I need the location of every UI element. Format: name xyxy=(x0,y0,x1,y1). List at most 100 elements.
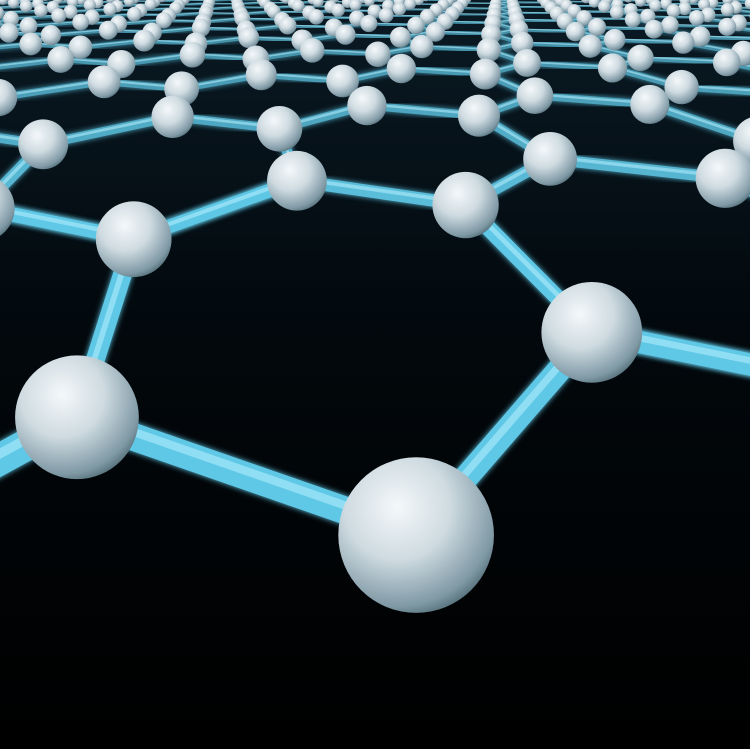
carbon-atom xyxy=(378,7,394,23)
carbon-atom xyxy=(68,35,93,60)
carbon-atom xyxy=(83,0,96,12)
carbon-atom xyxy=(624,11,641,28)
carbon-atom xyxy=(347,85,387,126)
carbon-atom xyxy=(123,0,135,7)
carbon-atom xyxy=(87,65,121,99)
bond-highlight xyxy=(10,14,60,19)
carbon-atom xyxy=(541,281,643,383)
carbon-atom xyxy=(718,17,737,36)
carbon-atom xyxy=(644,19,664,39)
carbon-atom xyxy=(635,0,647,7)
bond xyxy=(616,3,657,7)
carbon-atom xyxy=(389,26,411,48)
carbon-atom xyxy=(349,0,362,11)
carbon-atom xyxy=(19,32,43,56)
carbon-atom xyxy=(19,0,33,13)
carbon-atom xyxy=(422,0,430,2)
bond-highlight xyxy=(588,325,750,364)
carbon-atom xyxy=(603,28,626,51)
carbon-atom xyxy=(363,0,375,7)
bond-highlight xyxy=(0,5,27,8)
bond xyxy=(0,56,64,70)
bond-highlight xyxy=(699,35,750,39)
bond-highlight xyxy=(680,84,750,92)
carbon-atom xyxy=(98,20,118,40)
carbon-atom xyxy=(588,0,601,8)
carbon-atom xyxy=(410,34,434,59)
carbon-atom xyxy=(367,4,382,19)
carbon-atom xyxy=(19,17,38,35)
carbon-atom xyxy=(712,48,741,77)
bond xyxy=(637,55,730,66)
bond-highlight xyxy=(0,9,42,13)
carbon-atom xyxy=(126,6,142,22)
carbon-atom xyxy=(664,69,699,105)
carbon-atom xyxy=(238,27,260,49)
carbon-atom xyxy=(326,64,359,98)
carbon-atom xyxy=(278,16,297,35)
bond-highlight xyxy=(734,0,750,2)
carbon-atom xyxy=(678,2,692,16)
bond xyxy=(678,83,750,96)
bond-highlight xyxy=(707,13,750,16)
bond xyxy=(580,321,750,376)
bond-highlight xyxy=(606,0,641,2)
bond xyxy=(0,4,28,9)
carbon-atom xyxy=(267,150,327,211)
carbon-atom xyxy=(581,0,591,4)
bond xyxy=(582,16,635,22)
carbon-atom xyxy=(0,22,19,43)
carbon-atom xyxy=(331,3,345,17)
carbon-atom xyxy=(0,79,18,117)
carbon-atom xyxy=(42,0,49,2)
carbon-atom xyxy=(312,0,324,8)
carbon-atom xyxy=(0,180,15,236)
carbon-atom xyxy=(627,44,654,72)
carbon-atom xyxy=(744,0,750,10)
bond-highlight xyxy=(735,6,750,8)
carbon-atom xyxy=(72,13,90,31)
carbon-atom xyxy=(720,2,735,17)
carbon-atom xyxy=(34,3,48,18)
atom-layer xyxy=(0,0,750,613)
carbon-atom xyxy=(407,16,425,35)
carbon-atom xyxy=(0,6,5,20)
carbon-atom xyxy=(688,10,705,26)
carbon-atom xyxy=(47,45,75,73)
bond-highlight xyxy=(583,16,634,20)
carbon-atom xyxy=(630,84,670,125)
carbon-atom xyxy=(155,12,173,29)
bond-highlight xyxy=(596,25,655,30)
carbon-atom xyxy=(404,0,416,10)
carbon-atom xyxy=(365,41,391,68)
bond-highlight xyxy=(0,42,32,47)
carbon-atom xyxy=(245,59,277,91)
bond xyxy=(0,9,43,15)
carbon-atom xyxy=(7,0,20,9)
carbon-atom xyxy=(419,9,436,25)
bond-highlight xyxy=(614,38,685,43)
carbon-atom xyxy=(469,58,501,90)
carbon-atom xyxy=(40,25,62,46)
carbon-atom xyxy=(51,8,67,24)
carbon-atom xyxy=(609,5,624,20)
bond-highlight xyxy=(639,56,728,63)
carbon-atom xyxy=(360,14,378,33)
carbon-atom xyxy=(476,37,502,63)
carbon-atom xyxy=(256,105,303,152)
carbon-atom xyxy=(516,77,554,115)
bond xyxy=(706,13,750,18)
carbon-atom xyxy=(523,131,578,186)
carbon-atom xyxy=(649,0,662,12)
bond xyxy=(668,23,730,29)
carbon-atom xyxy=(151,95,194,139)
carbon-atom xyxy=(624,0,633,3)
carbon-atom xyxy=(457,94,501,137)
carbon-atom xyxy=(597,53,628,83)
bond xyxy=(736,21,750,26)
carbon-atom xyxy=(144,0,157,11)
carbon-atom xyxy=(338,457,494,613)
bond xyxy=(734,6,750,10)
carbon-atom xyxy=(18,119,69,170)
carbon-atom xyxy=(672,31,695,54)
